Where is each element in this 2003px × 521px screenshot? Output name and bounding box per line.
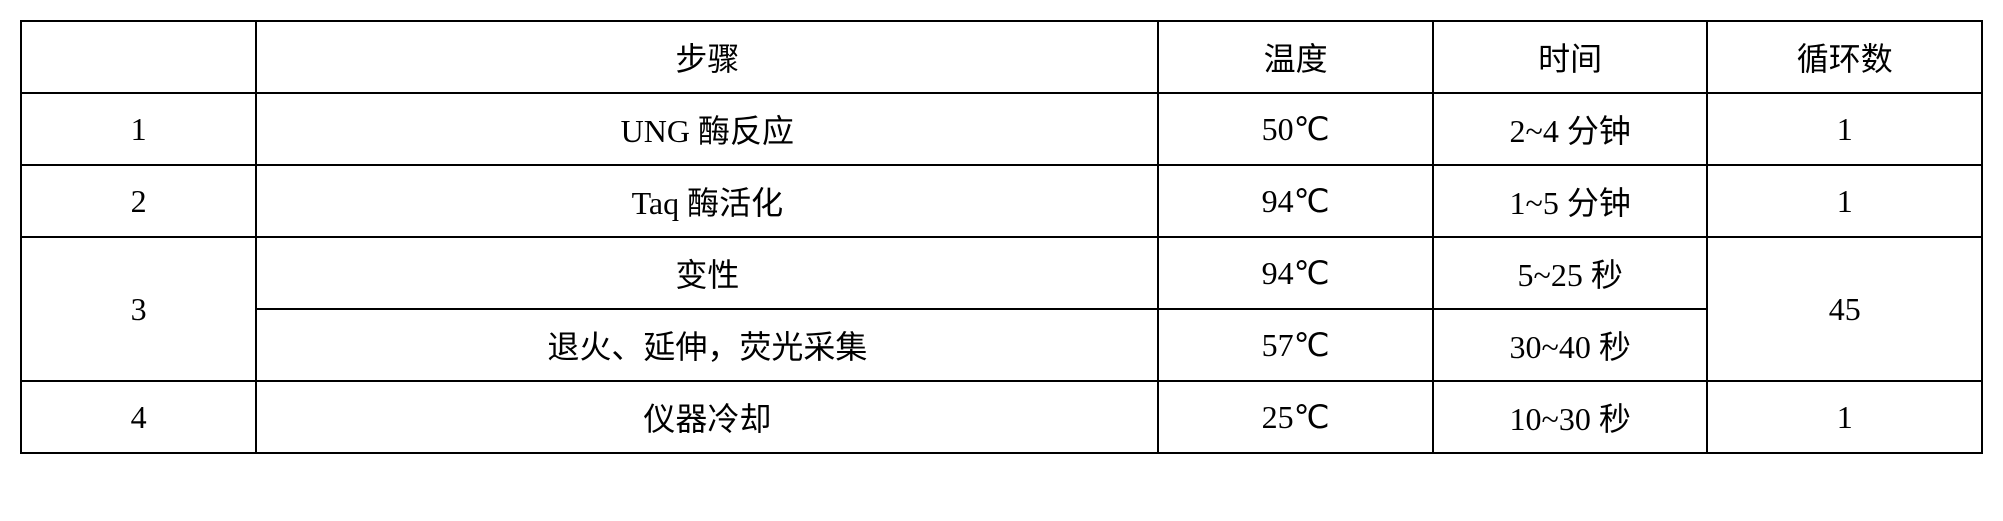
header-num <box>21 21 256 93</box>
cell-num: 4 <box>21 381 256 453</box>
cell-time: 1~5 分钟 <box>1433 165 1708 237</box>
cell-step: 退火、延伸，荧光采集 <box>256 309 1158 381</box>
cell-cycle: 1 <box>1707 381 1982 453</box>
cell-num: 2 <box>21 165 256 237</box>
cell-cycle: 1 <box>1707 93 1982 165</box>
header-temp: 温度 <box>1158 21 1433 93</box>
cell-cycle: 1 <box>1707 165 1982 237</box>
cell-step: Taq 酶活化 <box>256 165 1158 237</box>
table-row: 3 变性 94℃ 5~25 秒 45 <box>21 237 1982 309</box>
pcr-protocol-table: 步骤 温度 时间 循环数 1 UNG 酶反应 50℃ 2~4 分钟 1 2 Ta… <box>20 20 1983 454</box>
table-row: 退火、延伸，荧光采集 57℃ 30~40 秒 <box>21 309 1982 381</box>
header-time: 时间 <box>1433 21 1708 93</box>
table-row: 4 仪器冷却 25℃ 10~30 秒 1 <box>21 381 1982 453</box>
cell-step: 变性 <box>256 237 1158 309</box>
cell-temp: 25℃ <box>1158 381 1433 453</box>
cell-temp: 94℃ <box>1158 237 1433 309</box>
header-cycle: 循环数 <box>1707 21 1982 93</box>
header-step: 步骤 <box>256 21 1158 93</box>
cell-step: 仪器冷却 <box>256 381 1158 453</box>
table-row: 1 UNG 酶反应 50℃ 2~4 分钟 1 <box>21 93 1982 165</box>
cell-time: 30~40 秒 <box>1433 309 1708 381</box>
cell-time: 5~25 秒 <box>1433 237 1708 309</box>
cell-temp: 50℃ <box>1158 93 1433 165</box>
cell-cycle: 45 <box>1707 237 1982 381</box>
table-header-row: 步骤 温度 时间 循环数 <box>21 21 1982 93</box>
cell-temp: 94℃ <box>1158 165 1433 237</box>
cell-step: UNG 酶反应 <box>256 93 1158 165</box>
cell-time: 2~4 分钟 <box>1433 93 1708 165</box>
cell-num: 1 <box>21 93 256 165</box>
cell-num: 3 <box>21 237 256 381</box>
table-row: 2 Taq 酶活化 94℃ 1~5 分钟 1 <box>21 165 1982 237</box>
cell-temp: 57℃ <box>1158 309 1433 381</box>
cell-time: 10~30 秒 <box>1433 381 1708 453</box>
